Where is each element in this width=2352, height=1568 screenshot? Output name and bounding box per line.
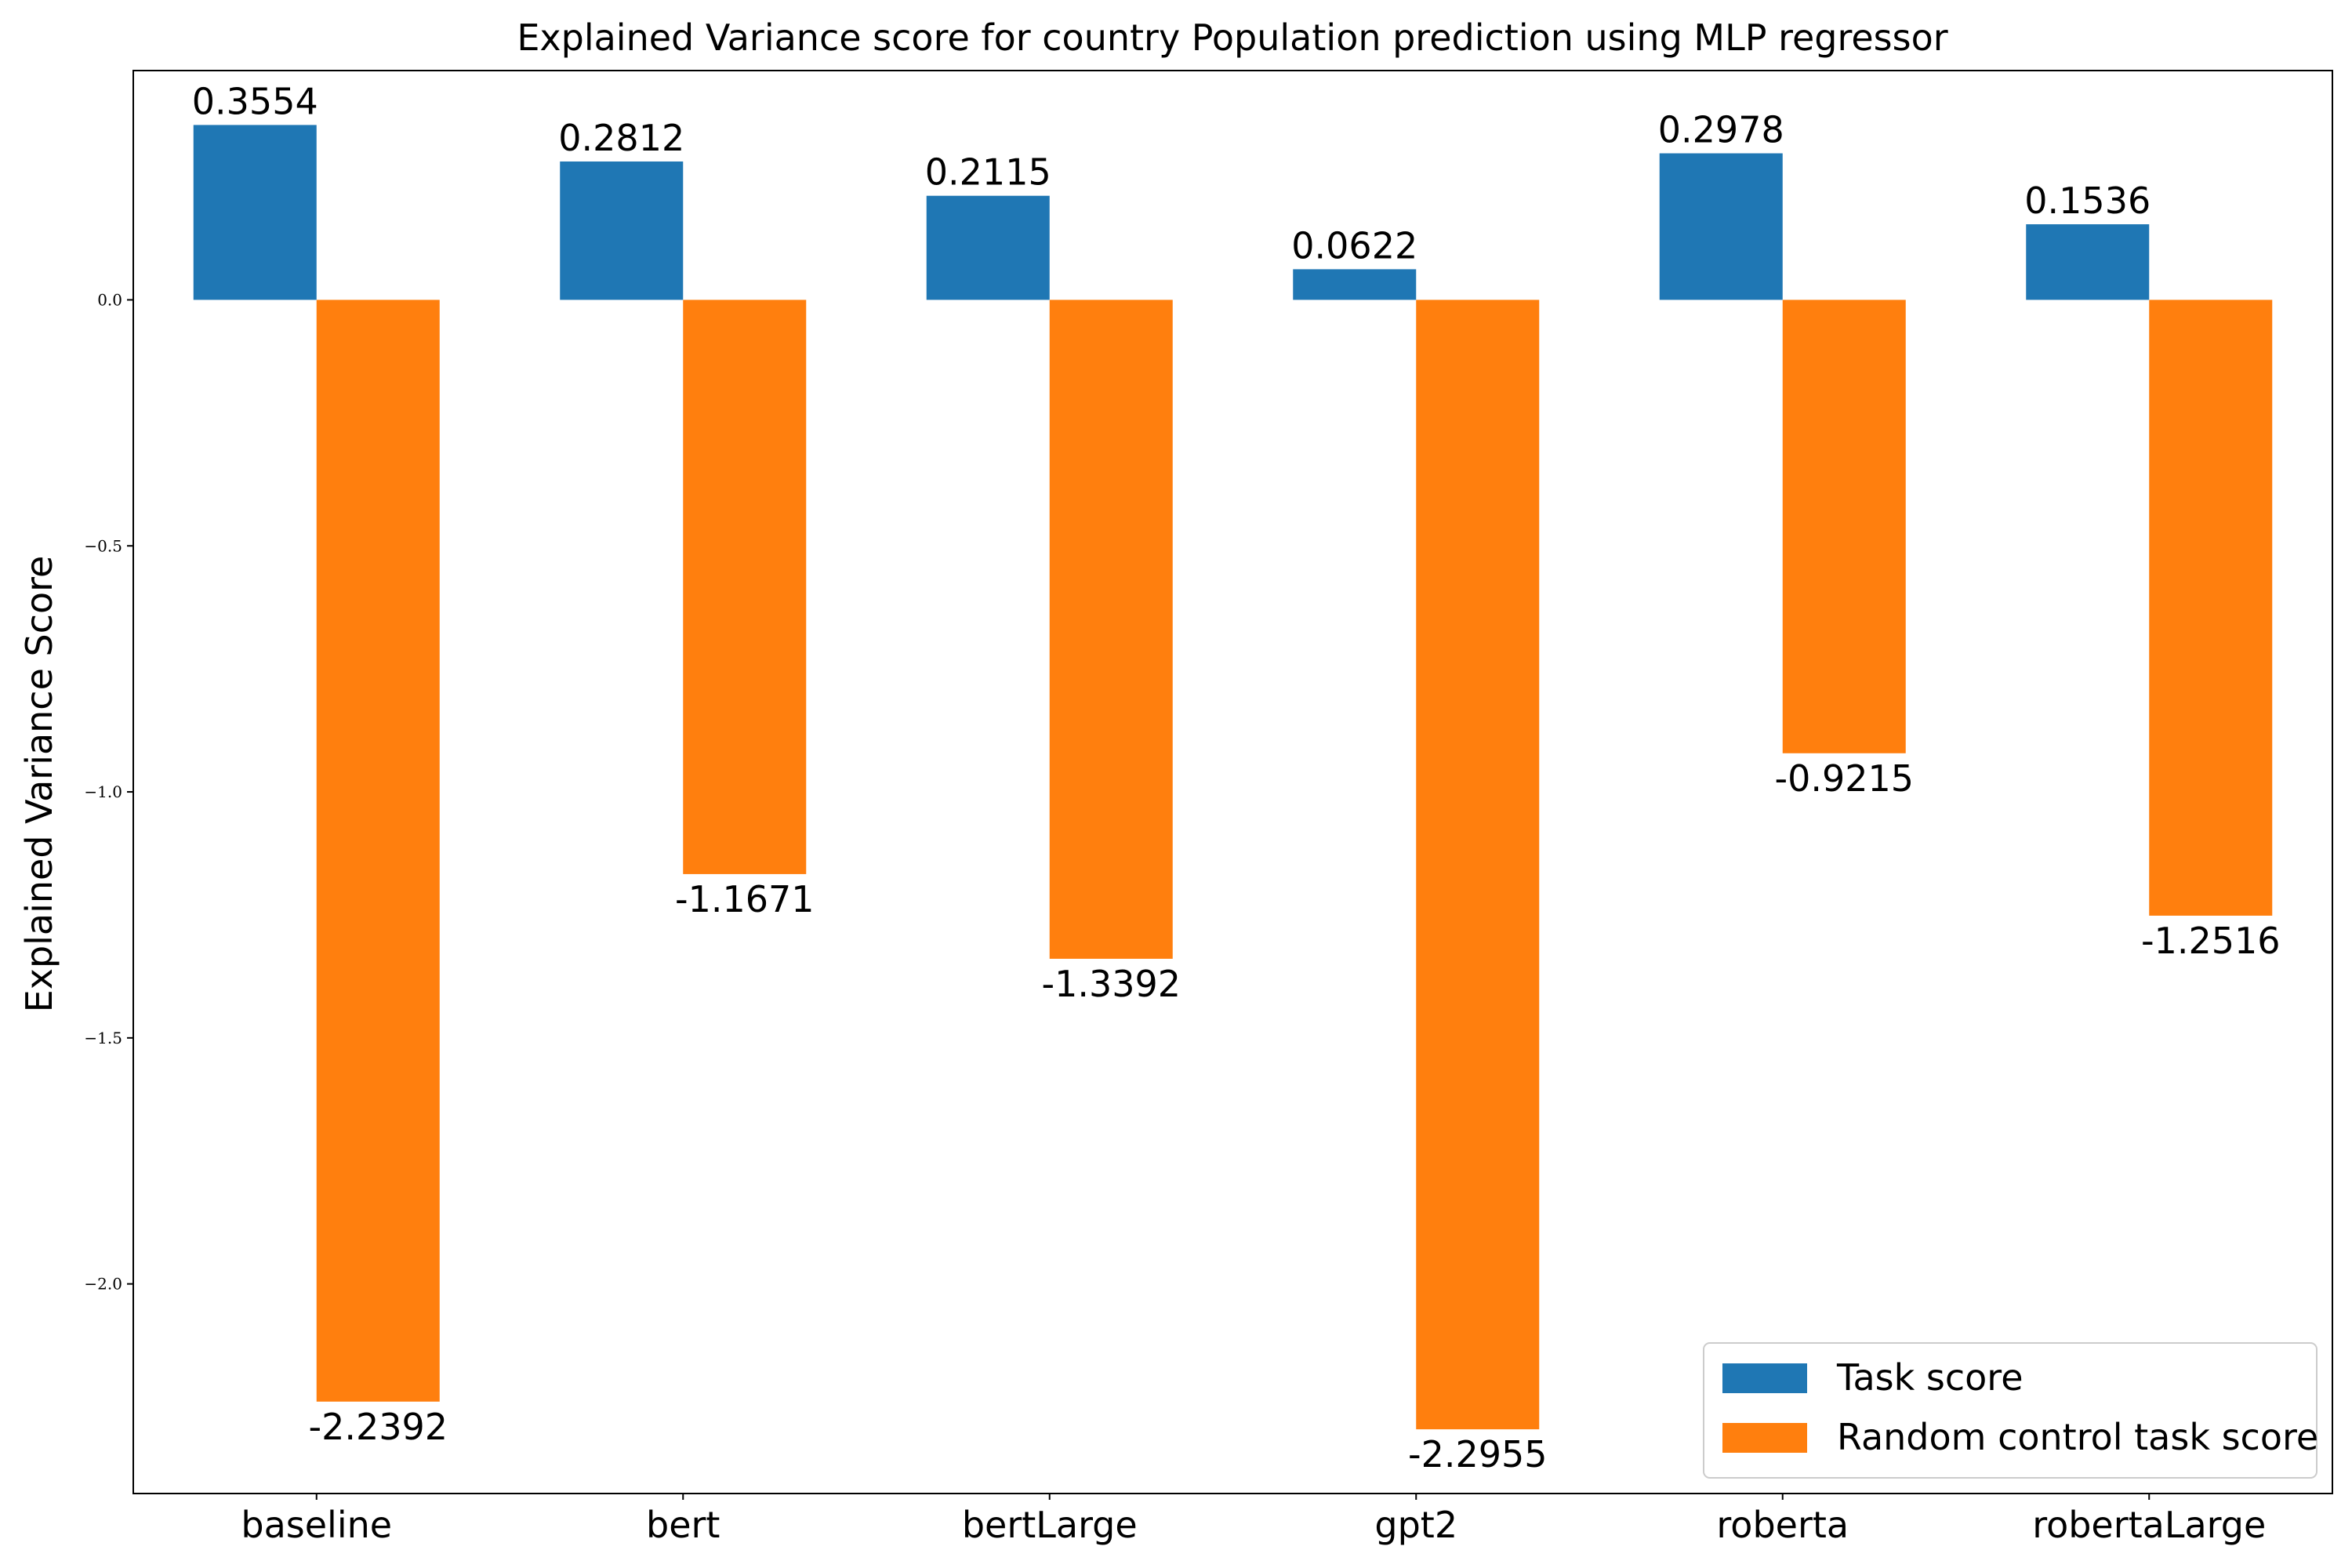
bars-layer [193, 125, 2273, 1430]
data-label-random-robertaLarge: -1.2516 [2141, 920, 2281, 962]
chart-title: Explained Variance score for country Pop… [517, 16, 1947, 59]
legend-swatch-random [1722, 1423, 1807, 1453]
legend-label-random: Random control task score [1837, 1416, 2318, 1458]
legend: Task score Random control task score [1703, 1342, 2318, 1479]
data-label-random-gpt2: -2.2955 [1408, 1433, 1548, 1475]
bar-task-bert [560, 161, 684, 300]
bar-task-robertaLarge [2026, 224, 2150, 300]
data-label-random-bert: -1.1671 [675, 878, 815, 920]
data-label-random-baseline: -2.2392 [308, 1406, 448, 1448]
x-tick-label-robertaLarge: robertaLarge [2032, 1504, 2266, 1546]
legend-box [1703, 1342, 2318, 1479]
y-tick-label: −0.5 [84, 536, 122, 555]
bar-random-bertLarge [1049, 299, 1173, 959]
y-tick-label: 0.0 [97, 290, 122, 309]
data-labels-layer: 0.3554 -2.2392 0.2812 -1.1671 0.2115 -1.3392 0… [192, 80, 2281, 1475]
y-tick-label: −1.0 [84, 782, 122, 801]
data-label-task-baseline: 0.3554 [192, 80, 318, 122]
bar-random-roberta [1782, 299, 1906, 753]
bar-random-baseline [316, 299, 440, 1402]
x-ticks-layer: baseline bert bertLarge gpt2 roberta robertaL… [241, 1494, 2266, 1546]
data-label-task-roberta: 0.2978 [1658, 109, 1784, 151]
bar-random-gpt2 [1416, 299, 1540, 1430]
data-label-task-bert: 0.2812 [558, 117, 684, 159]
x-tick-label-baseline: baseline [241, 1504, 392, 1546]
y-tick-label: −2.0 [84, 1275, 122, 1294]
bar-task-baseline [193, 125, 317, 300]
data-label-task-robertaLarge: 0.1536 [2024, 180, 2151, 222]
bar-task-gpt2 [1293, 269, 1417, 300]
plot-frame [132, 70, 2333, 1494]
x-tick-label-roberta: roberta [1716, 1504, 1849, 1546]
y-axis-label: Explained Variance Score [18, 556, 60, 1013]
data-label-random-roberta: -0.9215 [1774, 757, 1914, 800]
data-label-task-bertLarge: 0.2115 [925, 151, 1051, 194]
bar-random-bert [683, 299, 807, 874]
data-label-task-gpt2: 0.0622 [1291, 224, 1417, 267]
y-tick-label: −1.5 [84, 1029, 122, 1047]
bar-random-robertaLarge [2149, 299, 2273, 916]
y-ticks-layer: 0.0 −0.5 −1.0 −1.5 −2.0 [84, 290, 133, 1294]
x-tick-label-bertLarge: bertLarge [962, 1504, 1138, 1546]
legend-label-task: Task score [1836, 1356, 2024, 1399]
x-tick-label-bert: bert [646, 1504, 720, 1546]
data-label-random-bertLarge: -1.3392 [1041, 963, 1181, 1005]
bar-task-bertLarge [926, 195, 1050, 300]
x-tick-label-gpt2: gpt2 [1374, 1504, 1457, 1546]
bar-task-roberta [1659, 153, 1783, 300]
legend-swatch-task [1722, 1363, 1807, 1393]
